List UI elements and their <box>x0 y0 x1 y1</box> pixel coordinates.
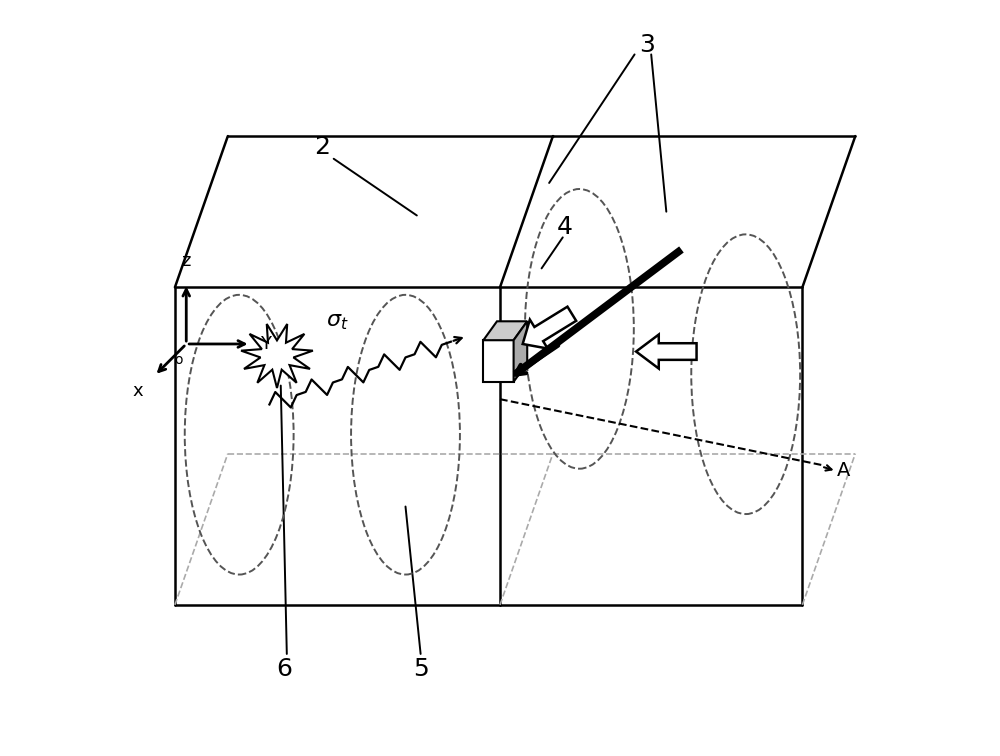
Text: z: z <box>182 252 191 270</box>
Text: 5: 5 <box>413 657 428 681</box>
Polygon shape <box>514 321 527 382</box>
Text: $\sigma_t$: $\sigma_t$ <box>326 310 349 333</box>
Text: x: x <box>133 382 143 400</box>
Polygon shape <box>483 321 527 340</box>
Text: A: A <box>836 460 850 480</box>
Text: 4: 4 <box>556 215 572 239</box>
FancyArrow shape <box>523 307 576 349</box>
Polygon shape <box>241 324 313 388</box>
Text: 6: 6 <box>277 657 293 681</box>
Text: Y: Y <box>260 335 271 353</box>
FancyArrow shape <box>636 335 697 368</box>
Text: 3: 3 <box>639 33 655 57</box>
Text: o: o <box>174 353 183 367</box>
Polygon shape <box>483 340 514 382</box>
Text: 2: 2 <box>314 135 330 160</box>
